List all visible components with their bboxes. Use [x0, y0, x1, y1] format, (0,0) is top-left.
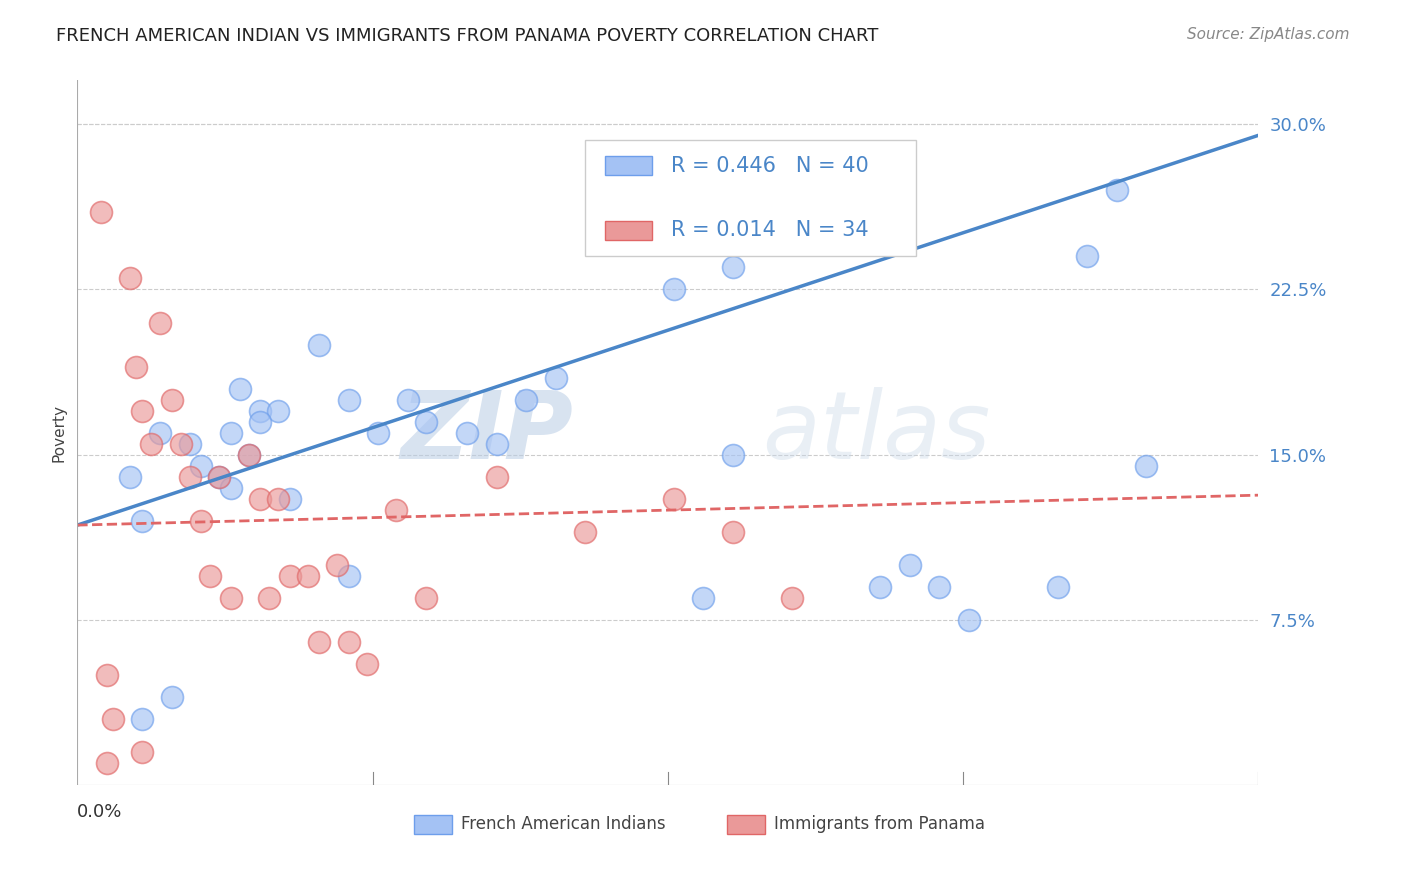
Point: [278, 491, 301, 506]
FancyBboxPatch shape: [585, 140, 915, 257]
Point: [131, 745, 153, 759]
Point: [297, 568, 319, 582]
Point: [485, 436, 508, 450]
Point: [485, 469, 508, 483]
Point: [326, 558, 349, 572]
Text: atlas: atlas: [762, 387, 991, 478]
FancyBboxPatch shape: [727, 814, 765, 834]
Point: [190, 458, 212, 473]
Text: R = 0.014   N = 34: R = 0.014 N = 34: [672, 220, 869, 240]
Point: [1076, 250, 1098, 264]
Point: [179, 436, 201, 450]
Text: Immigrants from Panama: Immigrants from Panama: [775, 815, 986, 833]
Point: [308, 337, 330, 351]
Point: [780, 591, 803, 605]
Point: [456, 425, 478, 440]
Point: [415, 415, 437, 429]
Point: [249, 491, 271, 506]
Point: [396, 392, 419, 407]
Point: [603, 205, 626, 219]
Point: [574, 524, 596, 539]
Point: [179, 469, 201, 483]
Point: [149, 425, 172, 440]
Point: [96, 668, 118, 682]
Point: [692, 591, 714, 605]
Point: [228, 382, 252, 396]
Point: [1135, 458, 1157, 473]
Text: 0.0%: 0.0%: [77, 803, 122, 821]
FancyBboxPatch shape: [605, 156, 652, 176]
Point: [662, 283, 685, 297]
Point: [337, 392, 360, 407]
Text: French American Indians: French American Indians: [461, 815, 666, 833]
Text: Source: ZipAtlas.com: Source: ZipAtlas.com: [1187, 27, 1350, 42]
Point: [120, 469, 142, 483]
Point: [249, 415, 271, 429]
Point: [721, 524, 744, 539]
Text: R = 0.446   N = 40: R = 0.446 N = 40: [672, 155, 869, 176]
Point: [160, 392, 183, 407]
Point: [219, 425, 242, 440]
Point: [125, 359, 148, 374]
Point: [385, 502, 408, 516]
FancyBboxPatch shape: [605, 220, 652, 240]
Point: [219, 591, 242, 605]
Point: [544, 370, 567, 384]
Point: [90, 205, 112, 219]
Point: [141, 436, 163, 450]
Point: [219, 481, 242, 495]
Point: [337, 568, 360, 582]
Point: [131, 514, 153, 528]
Point: [1105, 183, 1128, 197]
Point: [131, 403, 153, 417]
Point: [170, 436, 193, 450]
Text: FRENCH AMERICAN INDIAN VS IMMIGRANTS FROM PANAMA POVERTY CORRELATION CHART: FRENCH AMERICAN INDIAN VS IMMIGRANTS FRO…: [56, 27, 879, 45]
Point: [869, 580, 891, 594]
Point: [367, 425, 389, 440]
Point: [267, 403, 290, 417]
Point: [149, 316, 172, 330]
Point: [415, 591, 437, 605]
Point: [898, 558, 921, 572]
Point: [259, 591, 281, 605]
Point: [160, 690, 183, 704]
Point: [337, 635, 360, 649]
Point: [200, 568, 222, 582]
Point: [208, 469, 231, 483]
Point: [721, 260, 744, 275]
Point: [928, 580, 950, 594]
Point: [278, 568, 301, 582]
Point: [308, 635, 330, 649]
FancyBboxPatch shape: [413, 814, 451, 834]
Point: [515, 392, 537, 407]
Y-axis label: Poverty: Poverty: [51, 403, 66, 462]
Point: [662, 491, 685, 506]
Point: [957, 613, 980, 627]
Point: [101, 712, 124, 726]
Point: [238, 448, 260, 462]
Point: [267, 491, 290, 506]
Point: [1046, 580, 1069, 594]
Point: [356, 657, 378, 671]
Point: [131, 712, 153, 726]
Point: [249, 403, 271, 417]
Point: [190, 514, 212, 528]
Point: [96, 756, 118, 770]
Point: [238, 448, 260, 462]
Point: [208, 469, 231, 483]
Text: ZIP: ZIP: [401, 386, 574, 479]
Point: [780, 161, 803, 176]
Point: [721, 448, 744, 462]
Point: [120, 271, 142, 285]
